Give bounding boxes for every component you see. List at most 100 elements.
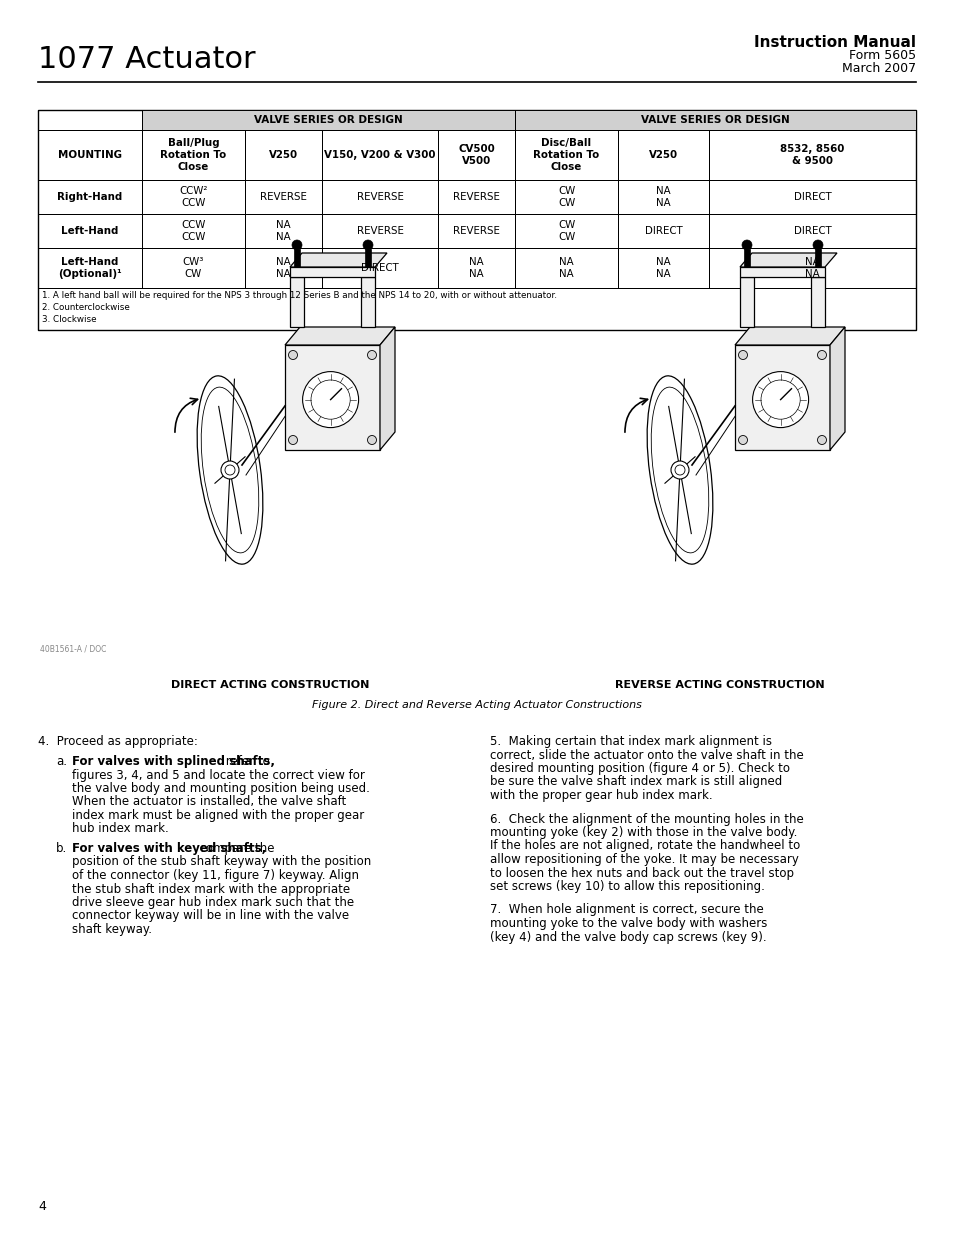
Bar xyxy=(515,130,618,180)
Bar xyxy=(38,110,915,130)
Circle shape xyxy=(367,351,376,359)
Text: REVERSE: REVERSE xyxy=(259,191,307,203)
Bar xyxy=(515,180,618,214)
Text: If the holes are not aligned, rotate the handwheel to: If the holes are not aligned, rotate the… xyxy=(490,840,800,852)
Bar xyxy=(515,248,618,288)
Text: (key 4) and the valve body cap screws (key 9).: (key 4) and the valve body cap screws (k… xyxy=(490,930,766,944)
Bar xyxy=(515,110,915,130)
Bar xyxy=(38,248,915,288)
Bar xyxy=(618,130,708,180)
Text: NA
NA: NA NA xyxy=(275,257,291,279)
Text: 1. A left hand ball will be required for the NPS 3 through 12 Series B and the N: 1. A left hand ball will be required for… xyxy=(42,291,557,324)
Circle shape xyxy=(288,436,297,445)
Text: 4.  Proceed as appropriate:: 4. Proceed as appropriate: xyxy=(38,735,197,748)
Text: the stub shaft index mark with the appropriate: the stub shaft index mark with the appro… xyxy=(71,883,350,895)
Polygon shape xyxy=(360,277,375,327)
Polygon shape xyxy=(734,327,844,345)
Bar xyxy=(141,110,515,130)
Text: 5.  Making certain that index mark alignment is: 5. Making certain that index mark alignm… xyxy=(490,735,771,748)
Text: Figure 2. Direct and Reverse Acting Actuator Constructions: Figure 2. Direct and Reverse Acting Actu… xyxy=(312,700,641,710)
Text: 8532, 8560
& 9500: 8532, 8560 & 9500 xyxy=(780,143,843,167)
Text: be sure the valve shaft index mark is still aligned: be sure the valve shaft index mark is st… xyxy=(490,776,781,788)
Text: position of the stub shaft keyway with the position: position of the stub shaft keyway with t… xyxy=(71,856,371,868)
Circle shape xyxy=(817,351,825,359)
Text: 4: 4 xyxy=(38,1200,46,1213)
Polygon shape xyxy=(829,327,844,450)
Text: Disc/Ball
Rotation To
Close: Disc/Ball Rotation To Close xyxy=(533,137,599,173)
Text: 40B1561-A / DOC: 40B1561-A / DOC xyxy=(40,643,107,653)
Circle shape xyxy=(288,351,297,359)
Bar xyxy=(290,267,375,277)
Text: compare the: compare the xyxy=(71,842,274,855)
Bar xyxy=(38,180,141,214)
Text: correct, slide the actuator onto the valve shaft in the: correct, slide the actuator onto the val… xyxy=(490,748,803,762)
Text: VALVE SERIES OR DESIGN: VALVE SERIES OR DESIGN xyxy=(640,115,789,125)
Polygon shape xyxy=(740,277,753,327)
Bar xyxy=(294,249,299,267)
Circle shape xyxy=(221,461,239,479)
Bar xyxy=(365,249,371,267)
Bar xyxy=(38,130,141,180)
Text: March 2007: March 2007 xyxy=(841,62,915,75)
Polygon shape xyxy=(740,253,836,267)
Circle shape xyxy=(225,466,234,475)
Text: Ball/Plug
Rotation To
Close: Ball/Plug Rotation To Close xyxy=(160,137,226,173)
Bar xyxy=(618,180,708,214)
Text: Left-Hand: Left-Hand xyxy=(61,226,118,236)
Text: For valves with keyed shafts,: For valves with keyed shafts, xyxy=(71,842,266,855)
Polygon shape xyxy=(290,253,387,267)
Bar xyxy=(438,248,515,288)
Text: CCW
CCW: CCW CCW xyxy=(181,220,206,242)
Bar xyxy=(38,130,915,180)
Bar xyxy=(438,130,515,180)
Text: NA
NA: NA NA xyxy=(656,185,670,209)
Text: DIRECT: DIRECT xyxy=(793,191,830,203)
Bar xyxy=(515,214,618,248)
Text: V250: V250 xyxy=(648,149,678,161)
Text: V250: V250 xyxy=(269,149,297,161)
Circle shape xyxy=(741,240,751,249)
Text: CW
CW: CW CW xyxy=(558,185,575,209)
Bar xyxy=(321,180,438,214)
Text: CW
CW: CW CW xyxy=(558,220,575,242)
Circle shape xyxy=(760,380,800,419)
Bar xyxy=(708,214,915,248)
Bar xyxy=(618,214,708,248)
Text: 7.  When hole alignment is correct, secure the: 7. When hole alignment is correct, secur… xyxy=(490,904,763,916)
Text: NA
NA: NA NA xyxy=(275,220,291,242)
Text: mounting yoke to the valve body with washers: mounting yoke to the valve body with was… xyxy=(490,918,766,930)
Bar xyxy=(321,248,438,288)
Text: NA
NA: NA NA xyxy=(804,257,819,279)
Polygon shape xyxy=(810,277,824,327)
Bar xyxy=(38,180,915,214)
Text: REVERSE ACTING CONSTRUCTION: REVERSE ACTING CONSTRUCTION xyxy=(615,680,824,690)
Text: DIRECT: DIRECT xyxy=(644,226,681,236)
Polygon shape xyxy=(379,327,395,450)
Polygon shape xyxy=(290,277,304,327)
Bar xyxy=(38,248,141,288)
Text: 6.  Check the alignment of the mounting holes in the: 6. Check the alignment of the mounting h… xyxy=(490,813,803,825)
Bar xyxy=(814,249,821,267)
Text: index mark must be aligned with the proper gear: index mark must be aligned with the prop… xyxy=(71,809,364,823)
Circle shape xyxy=(738,436,747,445)
Text: hub index mark.: hub index mark. xyxy=(71,823,169,836)
Circle shape xyxy=(367,436,376,445)
Bar xyxy=(438,180,515,214)
Text: Form 5605: Form 5605 xyxy=(848,49,915,62)
Text: REVERSE: REVERSE xyxy=(356,226,403,236)
Text: figures 3, 4, and 5 and locate the correct view for: figures 3, 4, and 5 and locate the corre… xyxy=(71,768,364,782)
Bar xyxy=(245,248,321,288)
Text: refer to: refer to xyxy=(71,755,270,768)
Text: drive sleeve gear hub index mark such that the: drive sleeve gear hub index mark such th… xyxy=(71,897,354,909)
Text: set screws (key 10) to allow this repositioning.: set screws (key 10) to allow this reposi… xyxy=(490,881,764,893)
Bar xyxy=(708,248,915,288)
Text: Left-Hand
(Optional)¹: Left-Hand (Optional)¹ xyxy=(58,257,121,279)
Bar xyxy=(438,214,515,248)
Text: V150, V200 & V300: V150, V200 & V300 xyxy=(324,149,436,161)
Text: b.: b. xyxy=(56,842,67,855)
Bar xyxy=(321,130,438,180)
Circle shape xyxy=(311,380,350,419)
Bar xyxy=(321,214,438,248)
Text: REVERSE: REVERSE xyxy=(356,191,403,203)
Circle shape xyxy=(738,351,747,359)
